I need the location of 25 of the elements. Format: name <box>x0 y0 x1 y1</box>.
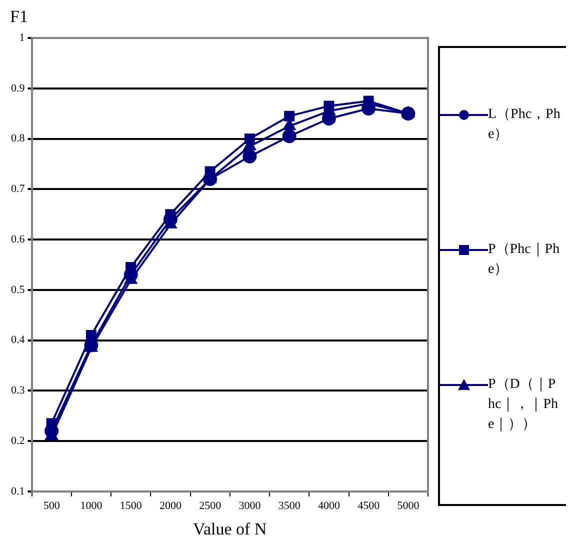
y-tick-label: 0.8 <box>11 132 26 145</box>
x-tick-label: 500 <box>43 500 60 512</box>
y-tick-label: 0.7 <box>11 183 26 196</box>
x-tick-label: 1500 <box>120 500 142 512</box>
y-tick-label: 0.3 <box>11 384 26 397</box>
x-tick-label: 4500 <box>358 500 380 512</box>
x-tick-label: 2000 <box>159 500 182 512</box>
x-tick-label: 2500 <box>199 500 222 512</box>
x-tick-label: 4000 <box>318 500 340 512</box>
x-tick-label: 5000 <box>397 500 420 512</box>
y-axis-title: F1 <box>10 6 28 26</box>
y-tick-label: 0.1 <box>11 485 25 498</box>
y-tick-label: 0.2 <box>11 434 25 447</box>
x-tick-label: 3500 <box>278 500 301 512</box>
x-axis-title: Value of N <box>193 519 267 538</box>
y-tick-label: 0.9 <box>11 82 26 94</box>
legend-label: L（Phc，Phe） <box>488 106 562 144</box>
legend-label: P（D（｜Phc｜，｜Phe｜）） <box>488 376 559 434</box>
x-tick-label: 3000 <box>238 500 262 512</box>
x-tick-label: 1000 <box>80 500 103 512</box>
y-tick-label: 0.5 <box>11 284 26 296</box>
legend-label: P（Phc｜Phe） <box>488 240 561 279</box>
y-tick-label: 0.6 <box>11 233 26 246</box>
y-tick-label: 0.4 <box>11 334 26 346</box>
y-tick-label: 1 <box>19 32 25 44</box>
